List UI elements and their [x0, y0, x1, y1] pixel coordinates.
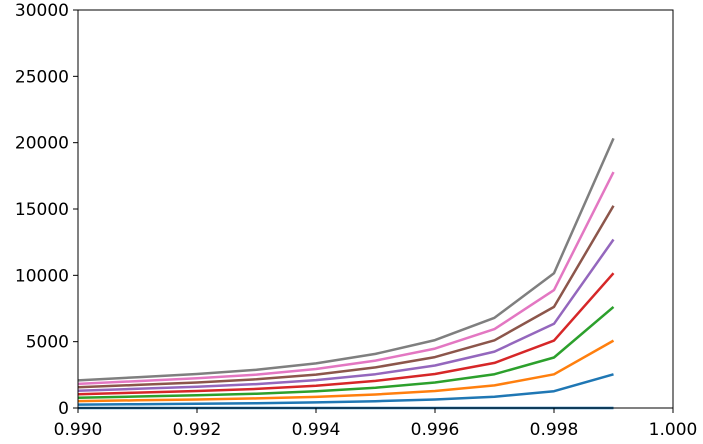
y-tick-label: 5000	[26, 333, 69, 353]
x-tick-label: 0.992	[173, 420, 222, 440]
series-line-4	[77, 305, 615, 399]
y-tick-label: 25000	[15, 67, 69, 87]
y-tick-label: 20000	[15, 134, 69, 154]
x-tick-label: 0.996	[411, 420, 460, 440]
series-line-6	[77, 238, 615, 393]
series-line-5	[77, 272, 615, 396]
series-line-1	[77, 373, 614, 406]
x-tick-label: 0.994	[292, 420, 341, 440]
series-line-7	[77, 205, 615, 389]
y-tick-label: 30000	[15, 1, 69, 21]
y-tick-label: 15000	[15, 200, 69, 220]
x-tick-label: 0.990	[54, 420, 103, 440]
x-tick-label: 0.998	[530, 420, 579, 440]
axis-layer: 0.990 0.992 0.994 0.996 0.998 1.000 0 5000 10000…	[15, 1, 697, 440]
plot-frame	[77, 9, 674, 409]
y-tick-label: 10000	[15, 266, 69, 286]
series-line-8	[77, 171, 615, 386]
series-layer	[77, 137, 615, 410]
y-tick-label: 0	[58, 399, 69, 419]
series-line-3	[77, 339, 615, 403]
x-tick-label: 1.000	[649, 420, 698, 440]
series-line-9	[77, 137, 615, 382]
